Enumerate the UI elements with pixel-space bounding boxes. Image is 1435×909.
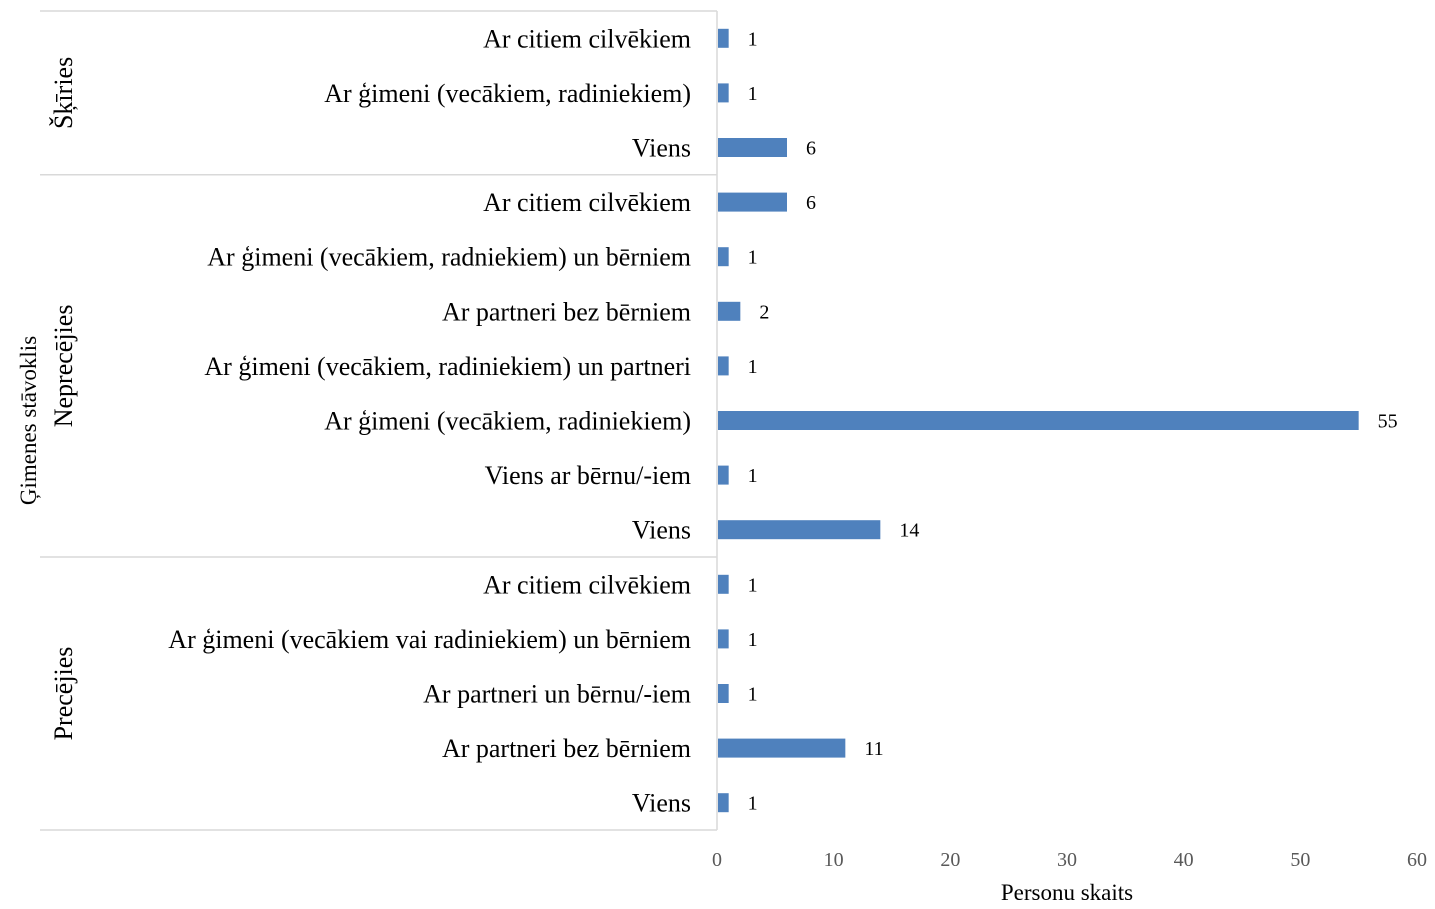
group-label: Precējies: [49, 647, 78, 741]
x-tick-label: 10: [824, 849, 844, 871]
data-label: 1: [748, 629, 758, 651]
category-label: Ar ģimeni (vecākiem, radiniekiem): [324, 407, 691, 436]
data-label: 55: [1378, 411, 1398, 433]
data-label: 6: [806, 138, 816, 160]
x-tick-label: 60: [1407, 849, 1427, 871]
category-label: Ar ģimeni (vecākiem, radniekiem) un bērn…: [207, 243, 691, 272]
category-label: Ar citiem cilvēkiem: [483, 570, 691, 599]
category-labels: Ar citiem cilvēkiem Ar ģimeni (vecākiem, …: [168, 24, 691, 817]
bar: [718, 738, 846, 758]
bar: [718, 301, 741, 321]
bar: [718, 520, 881, 540]
x-axis-title: Personu skaits: [1001, 880, 1133, 904]
data-label: 1: [748, 356, 758, 378]
group-label: Neprecējies: [49, 305, 78, 428]
bar: [718, 83, 729, 103]
bar: [718, 629, 729, 649]
data-label: 2: [759, 301, 769, 323]
x-axis-ticks: 0 10 20 30 40 50 60: [712, 849, 1427, 871]
category-label: Ar partneri bez bērniem: [442, 297, 691, 326]
x-tick-label: 40: [1174, 849, 1194, 871]
category-label: Viens: [632, 789, 691, 818]
data-label: 1: [748, 574, 758, 596]
category-label: Ar partneri un bērnu/-iem: [423, 680, 691, 709]
bar: [718, 247, 729, 267]
data-label: 1: [748, 28, 758, 50]
x-tick-label: 50: [1290, 849, 1310, 871]
category-label: Ar citiem cilvēkiem: [483, 24, 691, 53]
data-label: 14: [899, 520, 919, 542]
bar: [718, 684, 729, 703]
category-label: Viens: [632, 134, 691, 163]
data-label: 1: [748, 247, 758, 269]
data-label: 11: [864, 738, 883, 760]
data-label: 1: [748, 684, 758, 706]
chart-frame: [40, 10, 718, 831]
bars: [718, 28, 1359, 813]
data-label: 6: [806, 192, 816, 214]
data-label: 1: [748, 83, 758, 105]
data-label: 1: [748, 465, 758, 487]
bar: [718, 28, 729, 48]
x-tick-label: 0: [712, 849, 722, 871]
category-label: Ar ģimeni (vecākiem, radiniekiem): [324, 79, 691, 108]
bar: [718, 793, 729, 813]
y-axis-title: Ģimenes stāvoklis: [16, 336, 41, 505]
category-label: Viens: [632, 516, 691, 545]
group-label: Šķīries: [49, 57, 78, 129]
bar: [718, 356, 729, 376]
x-tick-label: 20: [940, 849, 960, 871]
bar: [718, 192, 787, 212]
data-label: 1: [748, 793, 758, 815]
group-labels: Šķīries Neprecējies Precējies: [49, 57, 78, 741]
category-label: Ar ģimeni (vecākiem vai radiniekiem) un …: [168, 625, 691, 654]
bar: [718, 465, 729, 485]
bar: [718, 574, 729, 594]
category-label: Ar citiem cilvēkiem: [483, 188, 691, 217]
category-label: Ar ģimeni (vecākiem, radiniekiem) un par…: [204, 352, 691, 381]
category-label: Viens ar bērnu/-iem: [485, 461, 691, 490]
x-tick-label: 30: [1057, 849, 1077, 871]
bar: [718, 411, 1359, 430]
category-label: Ar partneri bez bērniem: [442, 734, 691, 763]
bar: [718, 138, 787, 157]
